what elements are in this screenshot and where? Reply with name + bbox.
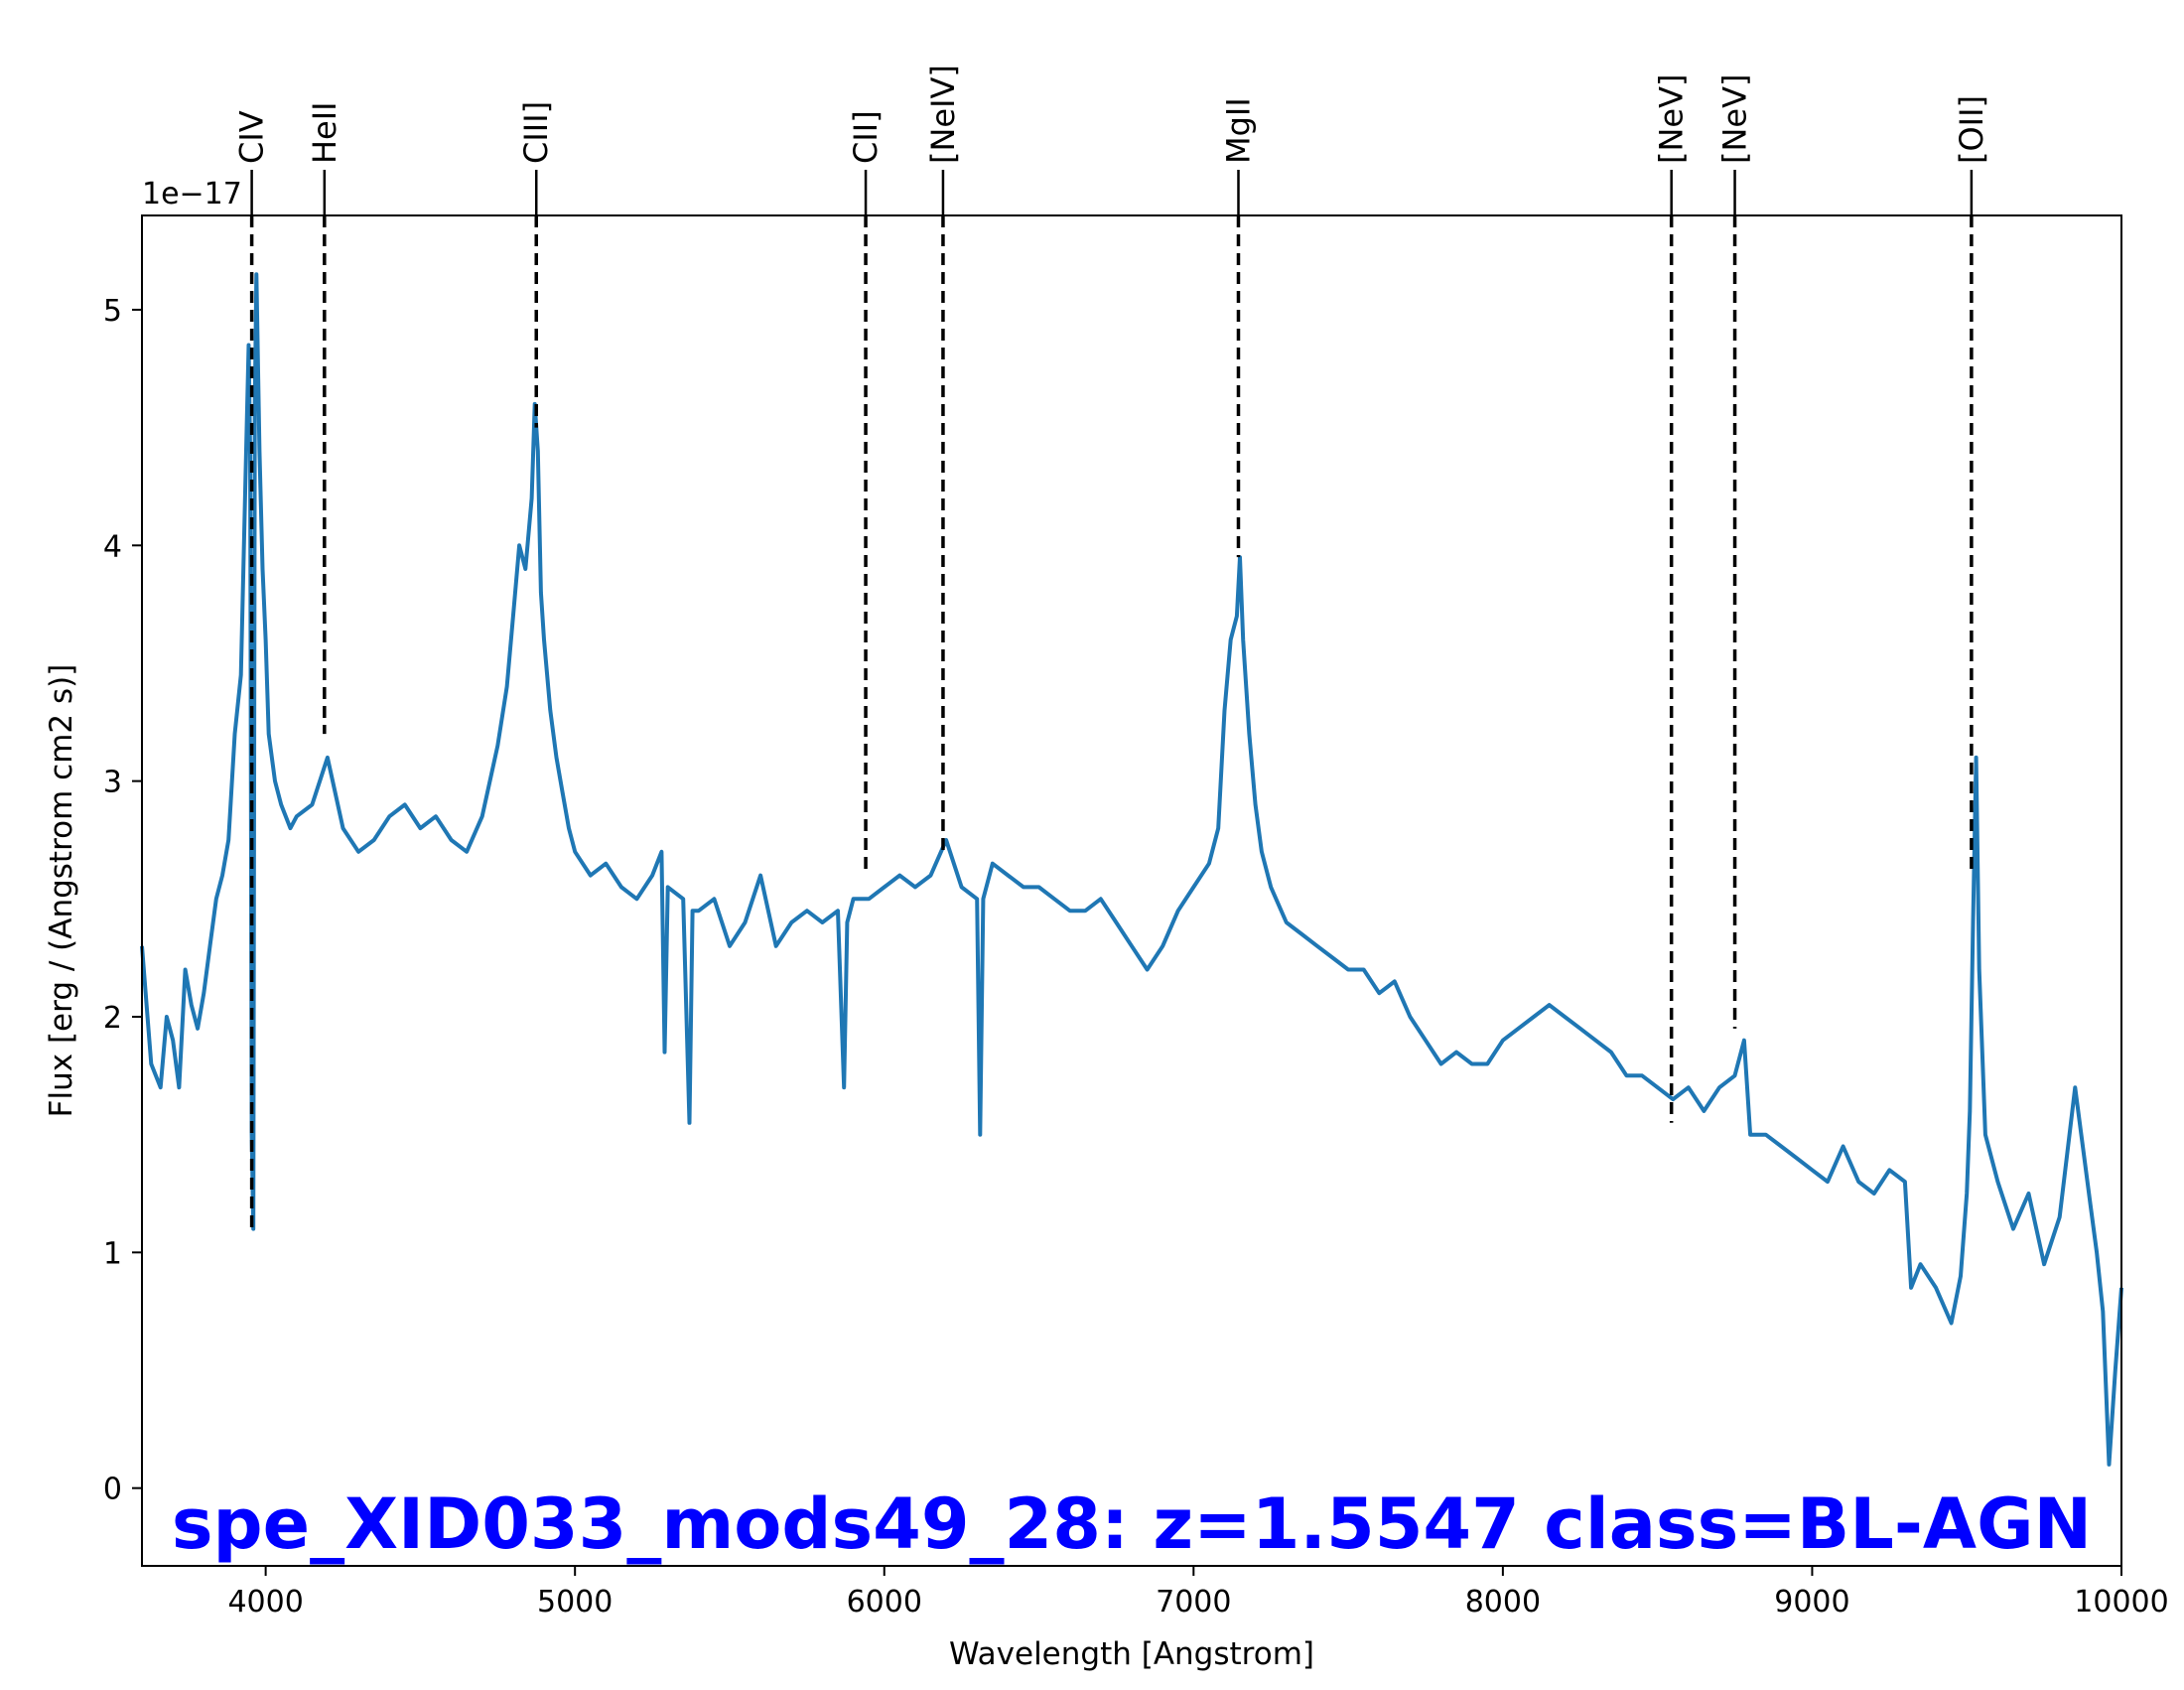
x-tick-label-0: 4000 [227,1585,303,1620]
emission-line-label-6: [NeV] [1653,74,1691,164]
x-tick-label-5: 9000 [1774,1585,1849,1620]
y-axis: 0 1 2 3 4 5 [103,294,142,1507]
series-layer [140,272,2123,1467]
emission-line-label-0: CIV [233,110,271,164]
emission-lines-over-layer [249,215,1974,1229]
y-axis-label: Flux [erg / (Angstrom cm2 s)] [44,664,79,1118]
emission-line-label-1: HeII [306,101,343,164]
emission-line-label-5: MgII [1219,97,1257,164]
x-tick-label-4: 8000 [1465,1585,1541,1620]
y-tick-label-0: 0 [103,1473,122,1507]
y-tick-label-1: 1 [103,1236,122,1271]
y-tick-label-4: 4 [103,529,122,564]
emission-line-label-8: [OII] [1953,95,1990,164]
emission-line-label-4: [NeIV] [924,65,962,164]
x-axis-label: Wavelength [Angstrom] [949,1636,1314,1672]
y-tick-label-3: 3 [103,766,122,800]
emission-line-label-7: [NeV] [1716,74,1754,164]
emission-line-label-2: CIII] [517,101,555,164]
x-tick-label-1: 5000 [537,1585,613,1620]
y-tick-label-5: 5 [103,294,122,329]
spectrum-series-0 [140,272,2123,1467]
emission-line-label-3: CII] [847,110,885,164]
x-tick-label-6: 10000 [2074,1585,2168,1620]
emission-line-labels: CIV HeII CIII] CII] [NeIV] MgII [NeV] [NeV] [OII… [233,65,1990,215]
x-axis: 4000 5000 6000 7000 8000 9000 10000 [227,1566,2169,1620]
y-offset-label: 1e−17 [142,177,242,211]
y-tick-label-2: 2 [103,1001,122,1036]
x-tick-label-3: 7000 [1156,1585,1231,1620]
chart-title: spe_XID033_mods49_28: z=1.5547 class=BL-… [172,1483,2092,1565]
plot-frame [141,214,2122,1567]
x-tick-label-2: 6000 [847,1585,922,1620]
